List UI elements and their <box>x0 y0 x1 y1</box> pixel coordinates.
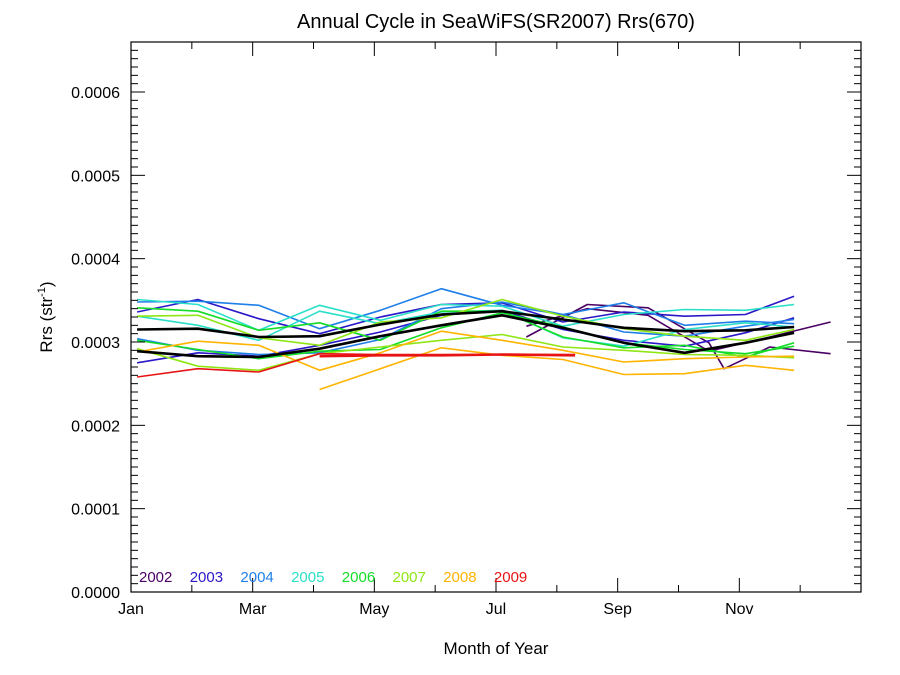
series-line-2006-0 <box>137 307 795 358</box>
series-line-mean-0 <box>137 309 795 339</box>
y-axis-label-close: ) <box>37 281 56 287</box>
x-axis-label: Month of Year <box>444 639 549 658</box>
y-tick-label: 0.0002 <box>71 418 120 435</box>
series-line-2007-1 <box>136 333 795 372</box>
series-line-2009-1 <box>319 353 576 358</box>
y-tick-label: 0.0003 <box>71 335 120 352</box>
x-axis: Jan Mar May Jul Sep Nov <box>118 42 862 618</box>
legend-label-2002: 2002 <box>139 569 172 586</box>
y-tick-label: 0.0000 <box>71 585 120 602</box>
series-line-2003-0 <box>136 295 795 335</box>
legend: 2002 2003 2004 2005 2006 2007 2008 2009 <box>139 569 527 586</box>
legend-label-2006: 2006 <box>342 569 375 586</box>
legend-label-2009: 2009 <box>494 569 527 586</box>
x-tick-label: Mar <box>239 601 267 618</box>
y-tick-label: 0.0005 <box>71 168 120 185</box>
series-line-2002-0 <box>526 303 831 370</box>
x-tick-label: Nov <box>725 601 753 618</box>
legend-label-2008: 2008 <box>443 569 476 586</box>
legend-label-2005: 2005 <box>291 569 324 586</box>
legend-label-2007: 2007 <box>393 569 426 586</box>
y-tick-label: 0.0001 <box>71 502 120 519</box>
series-line-2007-0 <box>137 298 795 347</box>
legend-label-2003: 2003 <box>190 569 223 586</box>
y-axis: 0.0000 0.0001 0.0002 0.0003 0.0004 0.0005 0.00… <box>71 41 861 602</box>
y-tick-label: 0.0004 <box>71 252 120 269</box>
x-tick-label: Sep <box>603 601 632 618</box>
x-tick-label: May <box>359 601 389 618</box>
plot-lines <box>136 287 831 391</box>
y-axis-label-sup: -1 <box>36 287 48 297</box>
x-tick-label: Jan <box>118 601 144 618</box>
series-line-2008-0 <box>136 330 795 372</box>
series-line-2005-0 <box>137 298 795 332</box>
y-axis-label-main: Rrs (str <box>37 297 56 353</box>
series-line-2008-1 <box>319 346 795 391</box>
series-line-mean-1 <box>136 313 795 359</box>
y-axis-label: Rrs (str-1) <box>36 281 56 352</box>
legend-label-2004: 2004 <box>240 569 273 586</box>
series-line-2004-0 <box>137 287 795 330</box>
chart-title: Annual Cycle in SeaWiFS(SR2007) Rrs(670) <box>297 11 695 33</box>
y-tick-label: 0.0006 <box>71 85 120 102</box>
x-tick-label: Jul <box>486 601 506 618</box>
